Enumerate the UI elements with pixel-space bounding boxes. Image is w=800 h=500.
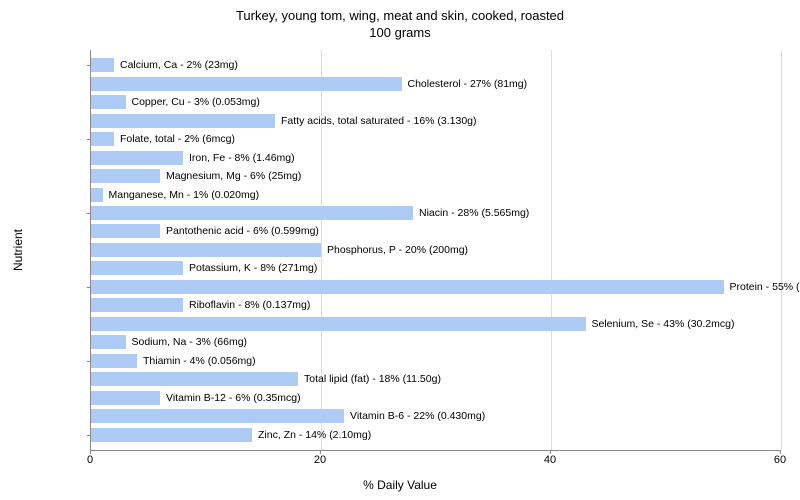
bar-label: Total lipid (fat) - 18% (11.50g) (298, 372, 441, 386)
y-tick-mark (87, 435, 91, 436)
bar-row: Copper, Cu - 3% (0.053mg) (91, 95, 781, 110)
bar-label: Folate, total - 2% (6mcg) (114, 132, 235, 146)
bar: Cholesterol - 27% (81mg) (91, 77, 402, 91)
bar-row: Phosphorus, P - 20% (200mg) (91, 242, 781, 257)
bar-row: Pantothenic acid - 6% (0.599mg) (91, 224, 781, 239)
bar: Manganese, Mn - 1% (0.020mg) (91, 188, 103, 202)
bar-label: Vitamin B-6 - 22% (0.430mg) (344, 409, 485, 423)
bar-label: Riboflavin - 8% (0.137mg) (183, 298, 310, 312)
bar-label: Calcium, Ca - 2% (23mg) (114, 58, 238, 72)
y-tick-mark (87, 361, 91, 362)
bar-label: Vitamin B-12 - 6% (0.35mcg) (160, 391, 301, 405)
bar-row: Calcium, Ca - 2% (23mg) (91, 58, 781, 73)
bar: Riboflavin - 8% (0.137mg) (91, 298, 183, 312)
bar-label: Magnesium, Mg - 6% (25mg) (160, 169, 301, 183)
bar: Copper, Cu - 3% (0.053mg) (91, 95, 126, 109)
bar: Pantothenic acid - 6% (0.599mg) (91, 224, 160, 238)
title-line-1: Turkey, young tom, wing, meat and skin, … (0, 8, 800, 25)
chart-container: Turkey, young tom, wing, meat and skin, … (0, 0, 800, 500)
x-tick-label: 60 (774, 454, 786, 466)
bar: Protein - 55% (27.45g) (91, 280, 724, 294)
bar-label: Copper, Cu - 3% (0.053mg) (126, 95, 260, 109)
bar-label: Niacin - 28% (5.565mg) (413, 206, 529, 220)
bar: Phosphorus, P - 20% (200mg) (91, 243, 321, 257)
bar-label: Protein - 55% (27.45g) (724, 280, 800, 294)
bar: Vitamin B-12 - 6% (0.35mcg) (91, 391, 160, 405)
bar-label: Potassium, K - 8% (271mg) (183, 261, 317, 275)
y-tick-mark (87, 287, 91, 288)
bar-row: Total lipid (fat) - 18% (11.50g) (91, 372, 781, 387)
bar-row: Magnesium, Mg - 6% (25mg) (91, 169, 781, 184)
bar: Iron, Fe - 8% (1.46mg) (91, 151, 183, 165)
bar-row: Protein - 55% (27.45g) (91, 279, 781, 294)
bar: Fatty acids, total saturated - 16% (3.13… (91, 114, 275, 128)
bar-row: Selenium, Se - 43% (30.2mcg) (91, 316, 781, 331)
bar-row: Potassium, K - 8% (271mg) (91, 261, 781, 276)
x-tick-label: 0 (87, 454, 93, 466)
bar-label: Manganese, Mn - 1% (0.020mg) (103, 188, 260, 202)
bar-label: Zinc, Zn - 14% (2.10mg) (252, 428, 371, 442)
bar-row: Thiamin - 4% (0.056mg) (91, 353, 781, 368)
bar-row: Vitamin B-12 - 6% (0.35mcg) (91, 390, 781, 405)
bar-label: Selenium, Se - 43% (30.2mcg) (586, 317, 735, 331)
bar-label: Sodium, Na - 3% (66mg) (126, 335, 248, 349)
bar: Potassium, K - 8% (271mg) (91, 261, 183, 275)
bar: Sodium, Na - 3% (66mg) (91, 335, 126, 349)
bar-row: Manganese, Mn - 1% (0.020mg) (91, 187, 781, 202)
y-tick-mark (87, 65, 91, 66)
title-line-2: 100 grams (0, 25, 800, 42)
bar-row: Cholesterol - 27% (81mg) (91, 76, 781, 91)
bar: Niacin - 28% (5.565mg) (91, 206, 413, 220)
y-tick-mark (87, 139, 91, 140)
bar: Total lipid (fat) - 18% (11.50g) (91, 372, 298, 386)
bar-label: Fatty acids, total saturated - 16% (3.13… (275, 114, 477, 128)
bar-row: Vitamin B-6 - 22% (0.430mg) (91, 409, 781, 424)
bar-label: Phosphorus, P - 20% (200mg) (321, 243, 468, 257)
bar-row: Folate, total - 2% (6mcg) (91, 132, 781, 147)
y-tick-mark (87, 213, 91, 214)
bar-label: Thiamin - 4% (0.056mg) (137, 354, 256, 368)
bar-row: Niacin - 28% (5.565mg) (91, 205, 781, 220)
bar-label: Iron, Fe - 8% (1.46mg) (183, 151, 295, 165)
bar-row: Zinc, Zn - 14% (2.10mg) (91, 427, 781, 442)
bar-row: Fatty acids, total saturated - 16% (3.13… (91, 113, 781, 128)
bars-group: Calcium, Ca - 2% (23mg) Cholesterol - 27%… (91, 50, 781, 450)
y-axis-label: Nutrient (11, 229, 25, 271)
bar-row: Iron, Fe - 8% (1.46mg) (91, 150, 781, 165)
bar: Folate, total - 2% (6mcg) (91, 132, 114, 146)
x-tick-label: 20 (314, 454, 326, 466)
bar: Zinc, Zn - 14% (2.10mg) (91, 428, 252, 442)
x-ticks: 0204060 (90, 450, 780, 470)
bar: Thiamin - 4% (0.056mg) (91, 354, 137, 368)
bar: Calcium, Ca - 2% (23mg) (91, 58, 114, 72)
bar-label: Cholesterol - 27% (81mg) (402, 77, 528, 91)
x-tick-label: 40 (544, 454, 556, 466)
chart-title: Turkey, young tom, wing, meat and skin, … (0, 0, 800, 42)
gridline (781, 50, 782, 450)
bar: Vitamin B-6 - 22% (0.430mg) (91, 409, 344, 423)
bar-row: Sodium, Na - 3% (66mg) (91, 335, 781, 350)
x-axis-label: % Daily Value (363, 478, 437, 492)
bar-label: Pantothenic acid - 6% (0.599mg) (160, 224, 319, 238)
bar-row: Riboflavin - 8% (0.137mg) (91, 298, 781, 313)
bar: Magnesium, Mg - 6% (25mg) (91, 169, 160, 183)
bar: Selenium, Se - 43% (30.2mcg) (91, 317, 586, 331)
plot-area: Calcium, Ca - 2% (23mg) Cholesterol - 27%… (90, 50, 781, 451)
